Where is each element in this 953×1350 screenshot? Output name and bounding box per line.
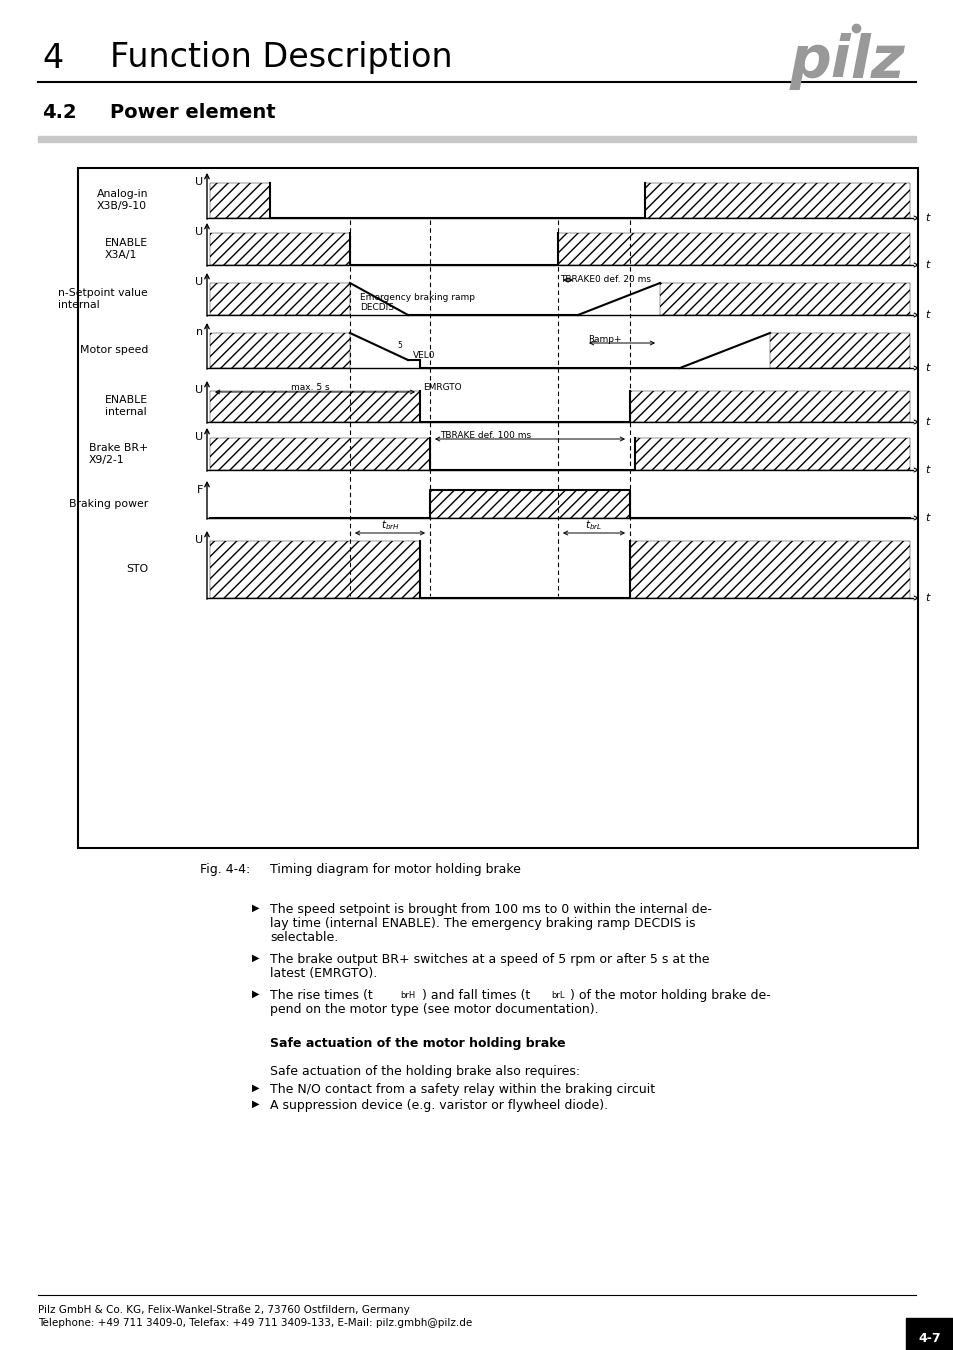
Text: t: t — [924, 593, 928, 603]
Text: lay time (internal ENABLE). The emergency braking ramp DECDIS is: lay time (internal ENABLE). The emergenc… — [270, 917, 695, 930]
Text: ) of the motor holding brake de-: ) of the motor holding brake de- — [569, 990, 770, 1002]
Text: Ramp+: Ramp+ — [587, 336, 620, 344]
Text: Analog-in
X3B/9-10: Analog-in X3B/9-10 — [96, 189, 148, 211]
Text: ▶: ▶ — [252, 903, 259, 913]
Text: ) and fall times (t: ) and fall times (t — [421, 990, 530, 1002]
Text: ▶: ▶ — [252, 953, 259, 963]
Text: selectable.: selectable. — [270, 931, 338, 944]
Text: The N/O contact from a safety relay within the braking circuit: The N/O contact from a safety relay with… — [270, 1083, 655, 1096]
Text: pilz: pilz — [788, 34, 904, 90]
Text: A suppression device (e.g. varistor or flywheel diode).: A suppression device (e.g. varistor or f… — [270, 1099, 607, 1112]
Text: n-Setpoint value
internal: n-Setpoint value internal — [58, 288, 148, 309]
Bar — [78, 167, 917, 848]
Text: brH: brH — [399, 991, 415, 1000]
Text: Function Description: Function Description — [110, 42, 452, 74]
Text: 4-7: 4-7 — [918, 1331, 941, 1345]
Bar — [38, 136, 915, 142]
Bar — [629, 541, 909, 598]
Text: Safe actuation of the motor holding brake: Safe actuation of the motor holding brak… — [270, 1037, 565, 1050]
Text: t: t — [924, 464, 928, 475]
Text: TBRAKE0 def. 20 ms: TBRAKE0 def. 20 ms — [559, 275, 650, 285]
Bar — [430, 490, 629, 518]
Bar — [905, 1318, 953, 1350]
Bar — [558, 234, 909, 265]
Bar — [629, 392, 909, 423]
Text: The speed setpoint is brought from 100 ms to 0 within the internal de-: The speed setpoint is brought from 100 m… — [270, 903, 711, 917]
Text: 4: 4 — [42, 42, 63, 74]
Text: ENABLE
internal: ENABLE internal — [105, 396, 148, 417]
Bar — [210, 234, 350, 265]
Bar — [210, 392, 419, 423]
Text: n: n — [195, 327, 203, 338]
Text: Power element: Power element — [110, 103, 275, 122]
Text: TBRAKE def. 100 ms: TBRAKE def. 100 ms — [439, 432, 531, 440]
Text: $t_{brH}$: $t_{brH}$ — [380, 518, 399, 532]
Text: 4.2: 4.2 — [42, 103, 76, 122]
Text: Timing diagram for motor holding brake: Timing diagram for motor holding brake — [270, 864, 520, 876]
Text: t: t — [924, 417, 928, 427]
Text: 5: 5 — [397, 340, 402, 350]
Text: pend on the motor type (see motor documentation).: pend on the motor type (see motor docume… — [270, 1003, 598, 1017]
Text: U: U — [194, 227, 203, 238]
Bar — [210, 437, 430, 470]
Text: Fig. 4-4:: Fig. 4-4: — [200, 864, 250, 876]
Text: Telephone: +49 711 3409-0, Telefax: +49 711 3409-133, E-Mail: pilz.gmbh@pilz.de: Telephone: +49 711 3409-0, Telefax: +49 … — [38, 1318, 472, 1328]
Text: ENABLE
X3A/1: ENABLE X3A/1 — [105, 238, 148, 259]
Text: F: F — [196, 485, 203, 495]
Bar — [644, 184, 909, 217]
Text: The brake output BR+ switches at a speed of 5 rpm or after 5 s at the: The brake output BR+ switches at a speed… — [270, 953, 709, 967]
Text: t: t — [924, 363, 928, 373]
Bar — [659, 284, 909, 315]
Text: Safe actuation of the holding brake also requires:: Safe actuation of the holding brake also… — [270, 1065, 579, 1079]
Text: EMRGTO: EMRGTO — [422, 383, 461, 393]
Text: brL: brL — [551, 991, 564, 1000]
Text: t: t — [924, 261, 928, 270]
Text: t: t — [924, 310, 928, 320]
Text: ▶: ▶ — [252, 1083, 259, 1094]
Text: STO: STO — [126, 564, 148, 574]
Text: latest (EMRGTO).: latest (EMRGTO). — [270, 967, 376, 980]
Text: Motor speed: Motor speed — [79, 346, 148, 355]
Bar — [210, 541, 419, 598]
Text: The rise times (t: The rise times (t — [270, 990, 373, 1002]
Text: VEL0: VEL0 — [413, 351, 435, 359]
Text: U: U — [194, 535, 203, 545]
Text: U: U — [194, 177, 203, 188]
Bar — [210, 184, 270, 217]
Bar — [210, 284, 350, 315]
Text: Braking power: Braking power — [69, 500, 148, 509]
Text: U: U — [194, 277, 203, 288]
Text: Pilz GmbH & Co. KG, Felix-Wankel-Straße 2, 73760 Ostfildern, Germany: Pilz GmbH & Co. KG, Felix-Wankel-Straße … — [38, 1305, 410, 1315]
Text: U: U — [194, 432, 203, 441]
Text: Brake BR+
X9/2-1: Brake BR+ X9/2-1 — [89, 443, 148, 464]
Text: U: U — [194, 385, 203, 396]
Bar — [769, 333, 909, 369]
Text: ▶: ▶ — [252, 1099, 259, 1108]
Bar — [210, 333, 350, 369]
Text: DECDIS: DECDIS — [359, 304, 394, 312]
Text: $t_{brL}$: $t_{brL}$ — [585, 518, 602, 532]
Text: t: t — [924, 513, 928, 522]
Text: ▶: ▶ — [252, 990, 259, 999]
Text: max. 5 s: max. 5 s — [291, 383, 329, 393]
Bar — [635, 437, 909, 470]
Text: t: t — [924, 213, 928, 223]
Text: Emergency braking ramp: Emergency braking ramp — [359, 293, 475, 302]
